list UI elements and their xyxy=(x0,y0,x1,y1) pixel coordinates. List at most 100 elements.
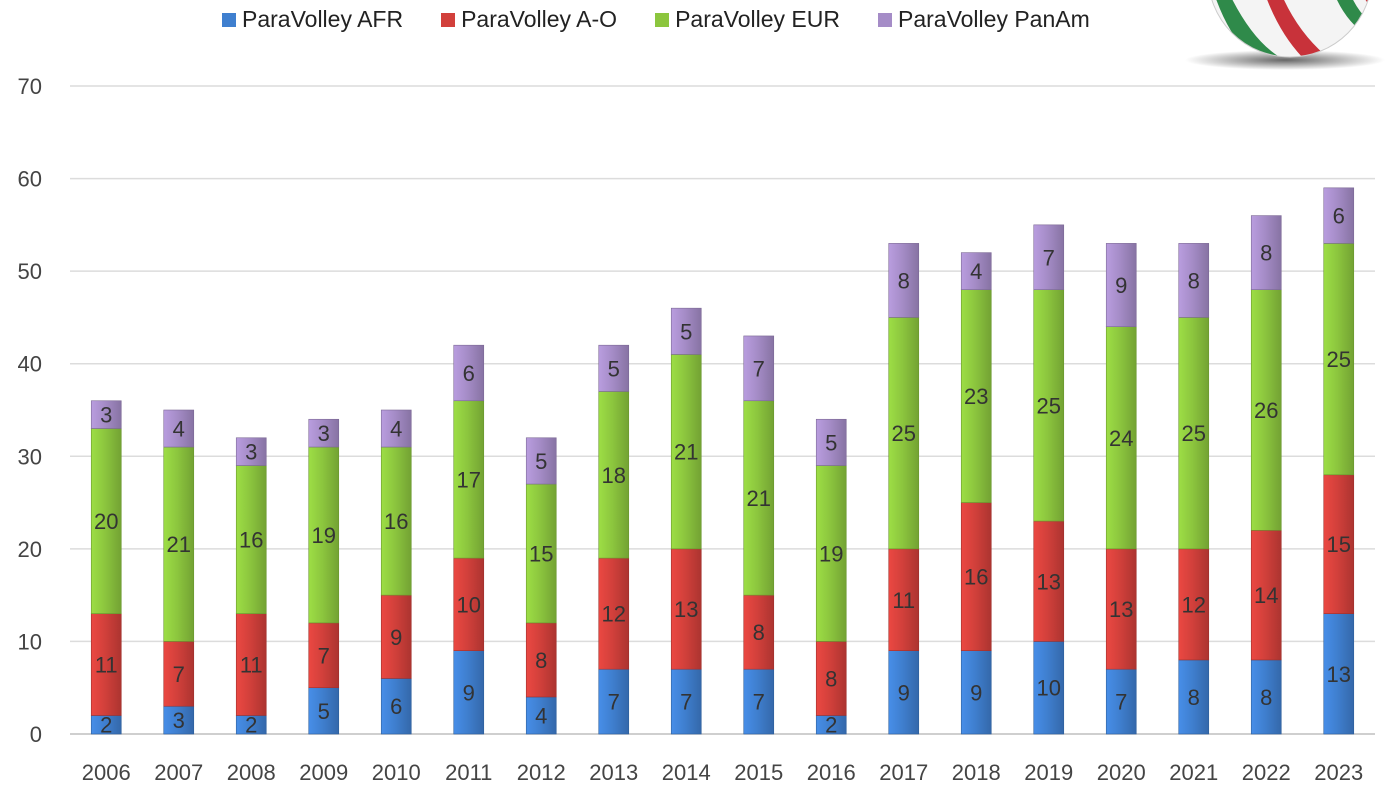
bar-segment xyxy=(525,437,557,485)
data-label: 3 xyxy=(245,440,257,465)
data-label: 9 xyxy=(463,680,475,705)
data-label: 6 xyxy=(1333,204,1345,229)
data-label: 2 xyxy=(825,713,837,738)
data-label: 21 xyxy=(167,532,191,557)
bar-segment xyxy=(1178,548,1210,661)
data-label: 21 xyxy=(747,486,771,511)
legend-item-ao: ParaVolley A-O xyxy=(441,6,617,33)
data-label: 5 xyxy=(535,449,547,474)
data-label: 5 xyxy=(680,319,692,344)
bar-segment xyxy=(90,400,122,429)
x-tick-label: 2017 xyxy=(879,760,928,785)
data-label: 26 xyxy=(1254,398,1278,423)
bar-segment xyxy=(960,502,992,651)
bar-segment xyxy=(815,465,847,642)
bar-segment xyxy=(308,687,340,735)
bar-segment xyxy=(743,400,775,596)
bar-segment xyxy=(598,668,630,735)
x-tick-label: 2020 xyxy=(1097,760,1146,785)
data-label: 19 xyxy=(312,523,336,548)
data-label: 7 xyxy=(173,662,185,687)
bar-segment xyxy=(453,344,485,402)
x-tick-label: 2021 xyxy=(1169,760,1218,785)
data-label: 4 xyxy=(173,417,185,442)
bar-segment xyxy=(1250,530,1282,661)
data-label: 8 xyxy=(535,648,547,673)
bar-segment xyxy=(1033,224,1065,290)
bar-segment xyxy=(163,446,195,642)
data-label: 12 xyxy=(602,602,626,627)
data-label: 16 xyxy=(239,528,263,553)
x-tick-label: 2015 xyxy=(734,760,783,785)
bar-segment xyxy=(1323,474,1355,614)
bar-segment xyxy=(1178,243,1210,318)
y-tick-label: 50 xyxy=(18,259,42,284)
bar-segment xyxy=(525,622,557,698)
data-label: 7 xyxy=(680,690,692,715)
bar-segment xyxy=(1105,548,1137,670)
legend-label-panam: ParaVolley PanAm xyxy=(897,6,1090,32)
data-label: 15 xyxy=(529,541,553,566)
bar-segment xyxy=(1250,289,1282,531)
data-label: 24 xyxy=(1109,426,1133,451)
legend-swatch-ao xyxy=(441,12,456,27)
data-label: 4 xyxy=(390,417,402,442)
x-tick-label: 2010 xyxy=(372,760,421,785)
data-label: 12 xyxy=(1182,592,1206,617)
x-tick-label: 2016 xyxy=(807,760,856,785)
data-label: 7 xyxy=(608,690,620,715)
data-label: 8 xyxy=(1188,268,1200,293)
bar-segment xyxy=(743,594,775,670)
bar-segment xyxy=(525,696,557,735)
bar-segment xyxy=(1323,187,1355,244)
legend-label-eur: ParaVolley EUR xyxy=(675,6,840,32)
data-label: 25 xyxy=(1182,421,1206,446)
data-label: 21 xyxy=(674,440,698,465)
x-tick-label: 2014 xyxy=(662,760,711,785)
data-label: 8 xyxy=(1188,685,1200,710)
legend-label-afr: ParaVolley AFR xyxy=(242,6,404,32)
x-tick-label: 2007 xyxy=(154,760,203,785)
data-label: 8 xyxy=(1260,241,1272,266)
data-label: 2 xyxy=(100,713,112,738)
bar-segment xyxy=(815,418,847,466)
x-tick-label: 2008 xyxy=(227,760,276,785)
data-label: 5 xyxy=(608,356,620,381)
bar-segment xyxy=(380,446,412,596)
bar-segment xyxy=(235,613,267,716)
bar-segment xyxy=(670,668,702,735)
legend-item-panam: ParaVolley PanAm xyxy=(877,6,1090,33)
data-label: 10 xyxy=(457,592,481,617)
y-tick-label: 30 xyxy=(18,444,42,469)
data-label: 25 xyxy=(1327,347,1351,372)
legend: ParaVolley AFR ParaVolley A-O ParaVolley… xyxy=(222,6,1090,33)
bar-segment xyxy=(308,418,340,448)
bar-segment xyxy=(888,243,920,318)
data-label: 18 xyxy=(602,463,626,488)
data-label: 16 xyxy=(964,565,988,590)
x-tick-label: 2006 xyxy=(82,760,131,785)
bar-segment xyxy=(453,557,485,651)
y-tick-label: 0 xyxy=(30,722,42,747)
bar-segment xyxy=(235,465,267,614)
data-label: 9 xyxy=(390,625,402,650)
bar-segment xyxy=(960,252,992,290)
data-label: 9 xyxy=(970,680,982,705)
bar-segment xyxy=(1323,243,1355,476)
data-label: 25 xyxy=(892,421,916,446)
data-label: 16 xyxy=(384,509,408,534)
data-label: 3 xyxy=(173,708,185,733)
bar-segment xyxy=(1105,243,1137,327)
data-label: 13 xyxy=(1109,597,1133,622)
data-label: 9 xyxy=(1115,273,1127,298)
data-label: 6 xyxy=(390,694,402,719)
data-label: 9 xyxy=(898,680,910,705)
legend-swatch-eur xyxy=(655,12,670,27)
bar-segment xyxy=(308,622,340,689)
data-label: 8 xyxy=(825,666,837,691)
bar-segment xyxy=(1250,215,1282,290)
x-tick-label: 2022 xyxy=(1242,760,1291,785)
bar-segment xyxy=(960,289,992,503)
bar-segment xyxy=(1033,289,1065,522)
